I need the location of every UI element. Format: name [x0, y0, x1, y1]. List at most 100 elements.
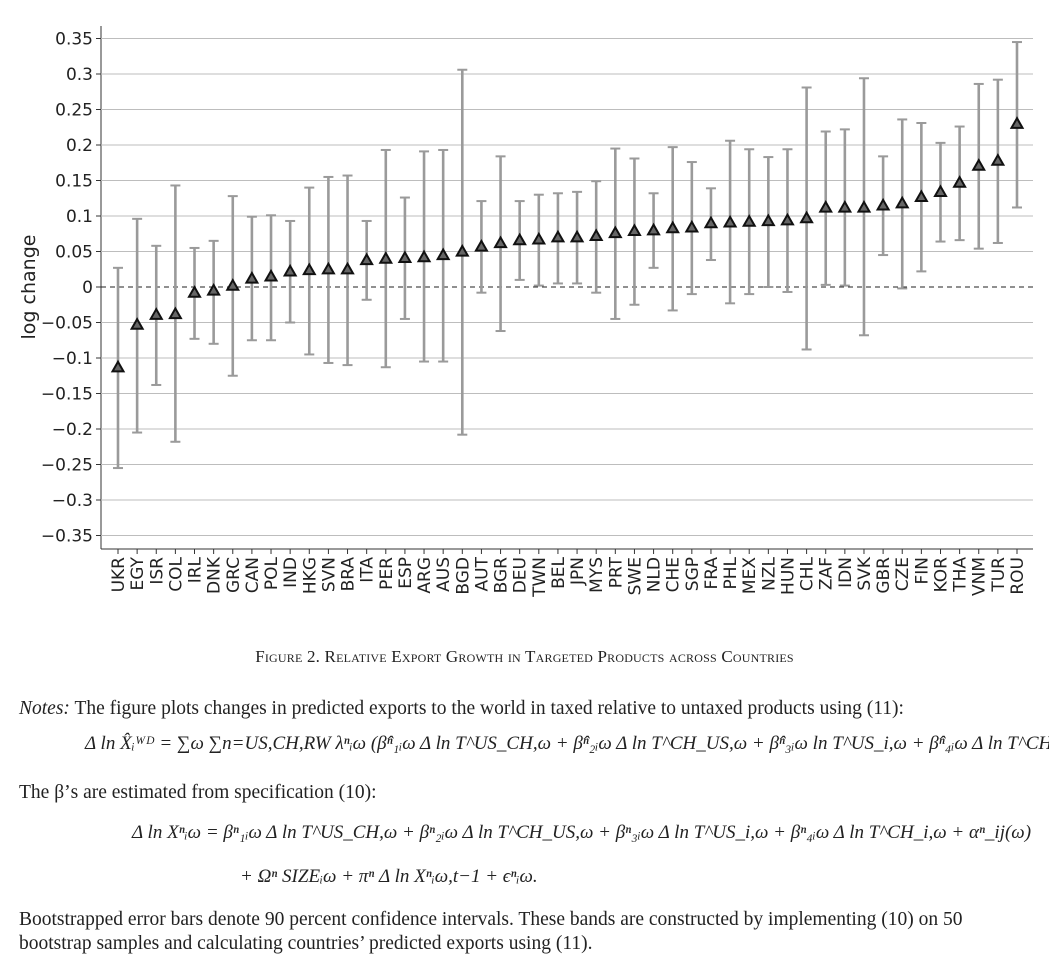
x-tick-label-esp: ESP [396, 557, 416, 589]
point-svn [321, 261, 336, 275]
x-tick-label-jpn: JPN [568, 557, 588, 586]
y-tick-label: 0.3 [66, 65, 93, 85]
gridlines [100, 26, 1033, 550]
x-tick-label-hkg: HKG [300, 557, 320, 594]
notes-line-2: The β’s are estimated from specification… [19, 782, 377, 803]
point-sgp [684, 219, 700, 233]
point-jpn [569, 229, 585, 243]
point-tur [990, 153, 1006, 166]
y-tick-label: 0.35 [55, 30, 93, 50]
point-fin [914, 189, 929, 202]
y-tick-label: −0.25 [41, 456, 93, 476]
y-tick-label: −0.35 [41, 527, 93, 547]
point-nzl [761, 213, 776, 227]
x-tick-label-hun: HUN [778, 557, 798, 595]
x-tick-label-kor: KOR [931, 557, 951, 593]
figure-caption: Figure 2. Relative Export Growth in Targ… [255, 647, 794, 666]
point-phl [722, 214, 738, 228]
point-swe [627, 223, 642, 237]
x-tick-label-sgp: SGP [683, 557, 703, 591]
x-tick-label-nzl: NZL [759, 556, 779, 590]
x-tick-label-mex: MEX [740, 557, 760, 594]
point-isr [149, 307, 164, 320]
point-col [168, 306, 183, 320]
x-tick-label-svn: SVN [319, 557, 339, 592]
point-bgd [455, 243, 470, 257]
x-tick-label-can: CAN [243, 557, 263, 593]
notes-text-1: The figure plots changes in predicted ex… [74, 698, 904, 719]
y-tick-label: 0.2 [66, 136, 93, 156]
point-ind [282, 263, 298, 277]
x-tick-label-ukr: UKR [109, 557, 129, 593]
x-tick-label-grc: GRC [224, 557, 244, 593]
x-axis-ticks: UKR EGY ISR COL IRL DNK GRC CAN POL IND HKG SVN BRA I… [109, 549, 1028, 598]
x-tick-label-idn: IDN [836, 557, 856, 588]
x-tick-label-fin: FIN [912, 557, 932, 585]
x-tick-label-deu: DEU [511, 557, 531, 593]
y-tick-label: −0.15 [41, 385, 93, 405]
x-tick-label-chl: CHL [798, 556, 818, 591]
x-tick-label-bgr: BGR [492, 557, 512, 594]
x-tick-label-aut: AUT [472, 556, 492, 591]
x-tick-label-tha: THA [951, 557, 971, 593]
x-tick-label-gbr: GBR [874, 557, 894, 594]
point-bra [340, 261, 355, 275]
point-arg [416, 249, 432, 263]
x-tick-label-prt: PRT [606, 556, 626, 588]
point-ukr [110, 359, 126, 373]
notes-line-1: Notes: The figure plots changes in predi… [19, 697, 1039, 721]
x-tick-label-che: CHE [664, 557, 684, 592]
point-deu [512, 232, 527, 246]
x-tick-label-vnm: VNM [970, 557, 990, 596]
point-gbr [875, 197, 891, 211]
point-vnm [971, 158, 986, 171]
point-tha [952, 175, 967, 188]
point-che [665, 220, 680, 234]
point-svk [856, 199, 872, 213]
x-tick-label-aus: AUS [434, 557, 454, 592]
x-tick-label-phl: PHL [721, 556, 741, 589]
y-tick-label: −0.1 [52, 349, 93, 369]
y-tick-label: 0.15 [55, 172, 93, 192]
y-tick-label: 0 [82, 278, 93, 298]
notes-label: Notes: [19, 698, 70, 719]
x-tick-label-zaf: ZAF [817, 557, 837, 590]
point-fra [703, 215, 719, 229]
point-irl [187, 285, 202, 298]
point-hkg [302, 262, 317, 276]
x-tick-label-per: PER [377, 557, 397, 590]
x-tick-label-ind: IND [281, 557, 301, 588]
point-pol [263, 268, 279, 282]
x-tick-label-irl: IRL [186, 556, 206, 583]
x-tick-label-pol: POL [262, 556, 282, 590]
y-tick-label: −0.05 [41, 314, 93, 334]
y-tick-label: −0.2 [52, 420, 93, 440]
point-kor [933, 184, 948, 197]
y-axis-ticks: 0.35 0.3 0.25 0.2 0.15 0.1 0.05 0 −0.05 −0.1 −0.15… [41, 30, 101, 547]
point-mex [741, 214, 757, 227]
error-bars [113, 41, 1022, 470]
y-tick-label: 0.05 [55, 243, 93, 263]
x-tick-label-egy: EGY [128, 556, 148, 590]
y-axis-label: log change [18, 235, 40, 340]
x-tick-label-isr: ISR [147, 557, 167, 585]
x-tick-label-swe: SWE [625, 557, 645, 595]
point-dnk [206, 283, 221, 296]
point-markers [110, 116, 1025, 373]
point-prt [608, 225, 623, 239]
equation-10-line-2: + Ωⁿ SIZEᵢω + πⁿ Δ ln Xⁿᵢω,t−1 + ϵⁿᵢω. [240, 866, 538, 887]
point-bgr [493, 235, 508, 249]
x-tick-label-arg: ARG [415, 557, 435, 594]
x-tick-label-bel: BEL [549, 556, 569, 588]
equation-10-line-1: Δ ln Xⁿᵢω = βⁿ₁ᵢω Δ ln T^US_CH,ω + βⁿ₂ᵢω… [132, 822, 1032, 843]
point-aut [474, 239, 489, 252]
y-tick-label: −0.3 [52, 491, 93, 511]
point-mys [588, 228, 604, 242]
point-hun [780, 212, 795, 226]
point-rou [1009, 116, 1025, 129]
x-tick-label-fra: FRA [702, 557, 722, 590]
equation-11: Δ ln X̂ᵢᵂᴰ = ∑ω ∑n=US,CH,RW λⁿᵢω (β̂ⁿ₁ᵢω… [85, 733, 1049, 754]
point-bel [550, 229, 566, 243]
point-per [378, 251, 394, 264]
point-grc [225, 278, 240, 291]
